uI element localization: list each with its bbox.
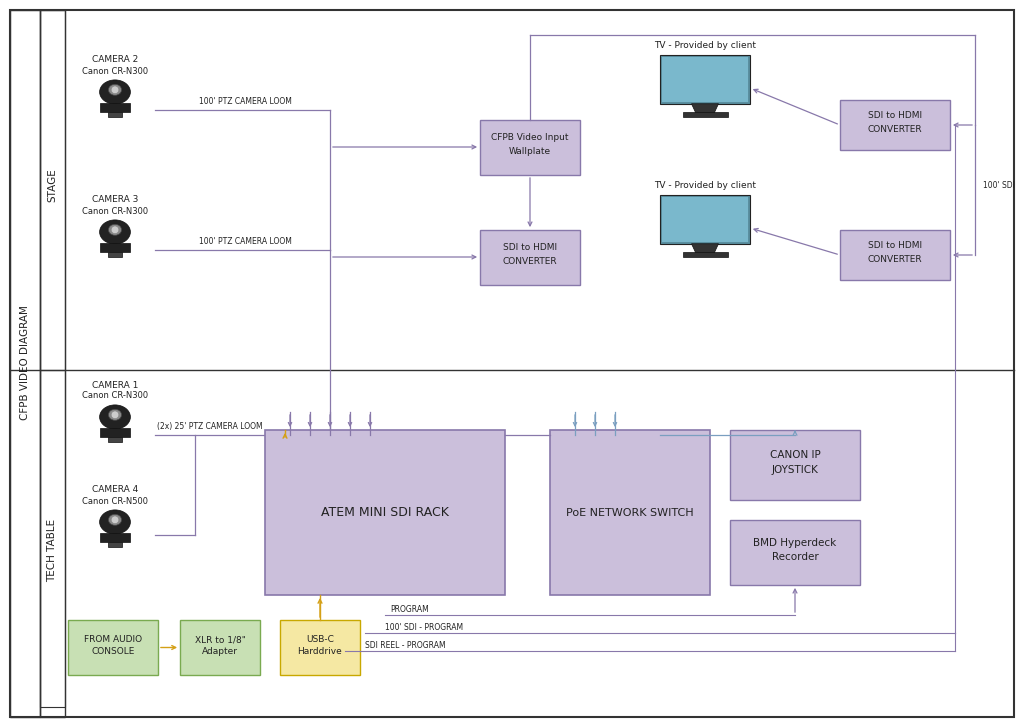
Text: 100' SDI: 100' SDI	[983, 180, 1015, 190]
FancyBboxPatch shape	[840, 230, 950, 280]
FancyBboxPatch shape	[662, 57, 748, 102]
FancyBboxPatch shape	[109, 252, 122, 257]
Ellipse shape	[112, 86, 119, 94]
Polygon shape	[691, 244, 719, 254]
FancyBboxPatch shape	[480, 230, 580, 285]
Text: USB-C: USB-C	[306, 635, 334, 645]
Text: Canon CR-N300: Canon CR-N300	[82, 392, 148, 401]
Ellipse shape	[112, 411, 119, 419]
Text: TV - Provided by client: TV - Provided by client	[654, 41, 756, 49]
Ellipse shape	[109, 225, 122, 236]
FancyBboxPatch shape	[99, 243, 130, 252]
FancyBboxPatch shape	[730, 520, 860, 585]
Polygon shape	[691, 104, 719, 113]
FancyBboxPatch shape	[265, 430, 505, 595]
Text: Wallplate: Wallplate	[509, 148, 551, 156]
FancyBboxPatch shape	[660, 195, 750, 244]
Text: TV - Provided by client: TV - Provided by client	[654, 180, 756, 190]
Text: CAMERA 3: CAMERA 3	[92, 196, 138, 204]
Text: 100' PTZ CAMERA LOOM: 100' PTZ CAMERA LOOM	[199, 238, 292, 246]
Text: SDI REEL - PROGRAM: SDI REEL - PROGRAM	[365, 641, 445, 651]
Text: SDI to HDMI: SDI to HDMI	[503, 244, 557, 252]
Text: Recorder: Recorder	[772, 552, 818, 562]
Ellipse shape	[109, 514, 122, 526]
Text: FROM AUDIO: FROM AUDIO	[84, 635, 142, 645]
FancyBboxPatch shape	[683, 112, 727, 117]
FancyBboxPatch shape	[280, 620, 360, 675]
Text: 100' PTZ CAMERA LOOM: 100' PTZ CAMERA LOOM	[199, 97, 292, 106]
Text: CAMERA 4: CAMERA 4	[92, 486, 138, 494]
Text: SDI to HDMI: SDI to HDMI	[868, 111, 922, 121]
Text: CFPB Video Input: CFPB Video Input	[492, 134, 568, 142]
Text: Canon CR-N500: Canon CR-N500	[82, 497, 148, 505]
Ellipse shape	[109, 84, 122, 95]
Text: Adapter: Adapter	[202, 648, 238, 656]
Text: XLR to 1/8": XLR to 1/8"	[195, 635, 246, 645]
Text: (2x) 25' PTZ CAMERA LOOM: (2x) 25' PTZ CAMERA LOOM	[158, 422, 263, 432]
Text: 100' SDI - PROGRAM: 100' SDI - PROGRAM	[385, 624, 463, 632]
Text: STAGE: STAGE	[47, 168, 57, 202]
FancyBboxPatch shape	[730, 430, 860, 500]
Ellipse shape	[112, 226, 119, 233]
FancyBboxPatch shape	[840, 100, 950, 150]
Text: SDI to HDMI: SDI to HDMI	[868, 241, 922, 251]
Text: PoE NETWORK SWITCH: PoE NETWORK SWITCH	[566, 507, 694, 518]
FancyBboxPatch shape	[99, 103, 130, 112]
Text: Canon CR-N300: Canon CR-N300	[82, 206, 148, 215]
Text: CONVERTER: CONVERTER	[867, 124, 923, 134]
Ellipse shape	[99, 80, 130, 104]
FancyBboxPatch shape	[109, 112, 122, 117]
Text: CONSOLE: CONSOLE	[91, 648, 135, 656]
Ellipse shape	[112, 516, 119, 523]
Text: CONVERTER: CONVERTER	[867, 254, 923, 263]
Text: CAMERA 2: CAMERA 2	[92, 55, 138, 65]
FancyBboxPatch shape	[550, 430, 710, 595]
Text: CFPB VIDEO DIAGRAM: CFPB VIDEO DIAGRAM	[20, 305, 30, 420]
Text: ATEM MINI SDI RACK: ATEM MINI SDI RACK	[322, 506, 449, 519]
Text: CONVERTER: CONVERTER	[503, 257, 557, 267]
FancyBboxPatch shape	[109, 542, 122, 547]
Text: TECH TABLE: TECH TABLE	[47, 518, 57, 582]
FancyBboxPatch shape	[660, 55, 750, 104]
FancyBboxPatch shape	[109, 437, 122, 442]
Text: JOYSTICK: JOYSTICK	[771, 465, 818, 475]
Ellipse shape	[109, 409, 122, 420]
FancyBboxPatch shape	[480, 120, 580, 175]
FancyBboxPatch shape	[683, 252, 727, 257]
Text: CANON IP: CANON IP	[770, 450, 820, 460]
Ellipse shape	[99, 510, 130, 534]
Text: Canon CR-N300: Canon CR-N300	[82, 66, 148, 76]
FancyBboxPatch shape	[99, 533, 130, 542]
Ellipse shape	[99, 220, 130, 244]
FancyBboxPatch shape	[662, 197, 748, 242]
Text: BMD Hyperdeck: BMD Hyperdeck	[754, 538, 837, 548]
Text: Harddrive: Harddrive	[298, 648, 342, 656]
Text: PROGRAM: PROGRAM	[390, 606, 429, 614]
Ellipse shape	[99, 405, 130, 429]
Text: CAMERA 1: CAMERA 1	[92, 380, 138, 390]
FancyBboxPatch shape	[68, 620, 158, 675]
FancyBboxPatch shape	[180, 620, 260, 675]
FancyBboxPatch shape	[99, 428, 130, 437]
